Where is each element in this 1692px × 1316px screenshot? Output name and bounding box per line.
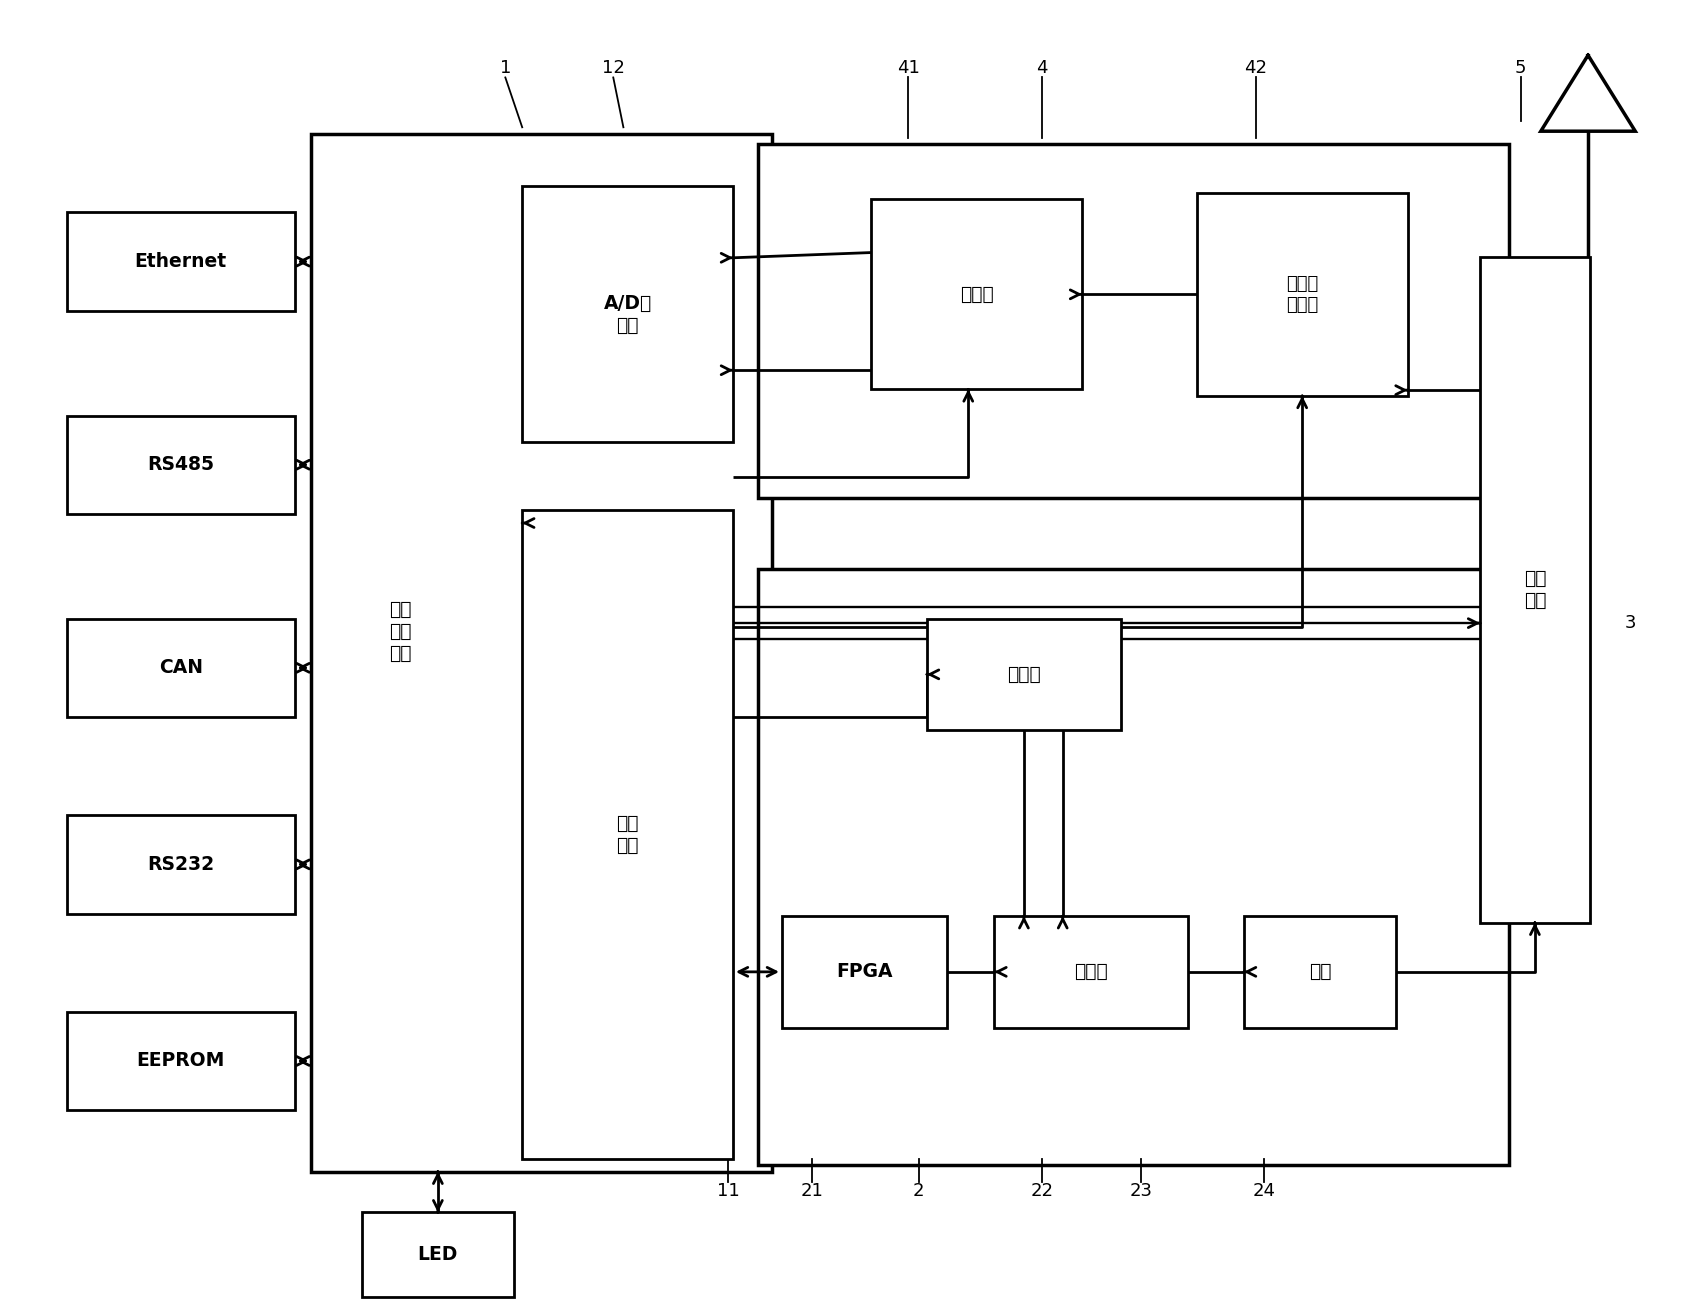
Text: 4: 4	[1036, 59, 1047, 78]
Bar	[871, 199, 1083, 390]
Bar	[758, 145, 1509, 499]
Text: EEPROM: EEPROM	[137, 1051, 225, 1070]
Text: 22: 22	[1030, 1182, 1052, 1200]
Bar	[68, 619, 294, 717]
Text: 3: 3	[1624, 613, 1636, 632]
Bar	[782, 916, 948, 1028]
Bar	[68, 416, 294, 513]
Text: Ethernet: Ethernet	[135, 253, 227, 271]
Bar	[927, 619, 1120, 730]
Bar	[758, 569, 1509, 1165]
Text: RS232: RS232	[147, 855, 215, 874]
Bar	[523, 509, 733, 1158]
Text: 接收机: 接收机	[959, 284, 993, 304]
Bar	[1244, 916, 1396, 1028]
Text: 本振器: 本振器	[1007, 665, 1041, 684]
Text: 23: 23	[1130, 1182, 1152, 1200]
Text: 控制
单元: 控制 单元	[616, 813, 640, 855]
Bar	[68, 212, 294, 311]
Text: 信号
处理
单元: 信号 处理 单元	[389, 600, 413, 663]
Bar	[311, 134, 772, 1171]
Bar	[1480, 257, 1590, 923]
Text: CAN: CAN	[159, 658, 203, 678]
Text: RS485: RS485	[147, 455, 215, 474]
Bar	[68, 815, 294, 913]
Text: 42: 42	[1244, 59, 1267, 78]
Bar	[523, 187, 733, 442]
Text: 11: 11	[717, 1182, 739, 1200]
Text: 天线
开关: 天线 开关	[1524, 570, 1546, 611]
Bar	[68, 1012, 294, 1111]
Text: 低噪声
放大器: 低噪声 放大器	[1286, 275, 1318, 313]
Text: 功放: 功放	[1308, 962, 1332, 982]
Text: 24: 24	[1252, 1182, 1276, 1200]
Text: 1: 1	[499, 59, 511, 78]
Bar	[1196, 192, 1408, 396]
Bar	[995, 916, 1188, 1028]
Text: FPGA: FPGA	[836, 962, 893, 982]
Text: 12: 12	[602, 59, 624, 78]
Text: 21: 21	[800, 1182, 824, 1200]
Text: 41: 41	[897, 59, 920, 78]
Text: 混频器: 混频器	[1074, 962, 1108, 982]
Text: A/D处
理器: A/D处 理器	[604, 293, 651, 334]
Text: 2: 2	[912, 1182, 924, 1200]
Text: LED: LED	[418, 1245, 459, 1265]
Bar	[362, 1212, 514, 1298]
Text: 5: 5	[1514, 59, 1526, 78]
